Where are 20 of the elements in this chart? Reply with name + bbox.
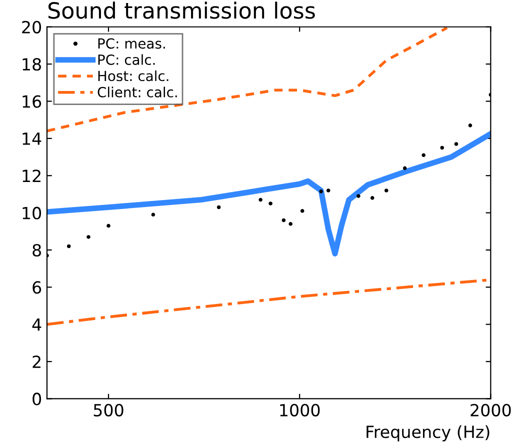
y-tick-label: 14 [22, 132, 42, 145]
y-tick-label: 0 [32, 392, 42, 406]
y-tick-label: 12 [22, 170, 40, 182]
y-tick-label: 10 [22, 206, 42, 220]
y-tick-label: 6 [32, 281, 42, 294]
y-tick-label: 2 [32, 356, 40, 368]
y-tick-label: 18 [22, 58, 41, 71]
y-tick-label: 8 [32, 244, 41, 257]
x-tick-label: 1000 [280, 404, 320, 416]
x-tick-label: 500 [94, 404, 124, 416]
y-tick-label: 4 [32, 318, 42, 331]
chart-title: Sound transmission loss [48, 2, 315, 19]
legend-label: Host: calc. [98, 70, 168, 82]
y-tick-label: 16 [22, 95, 42, 108]
legend-label: Client: calc. [98, 86, 177, 98]
y-tick-label: 20 [22, 20, 42, 34]
legend-label: PC: calc. [98, 54, 155, 65]
x-axis-title: Frequency (Hz) [366, 425, 490, 442]
legend-label: PC: meas. [98, 38, 165, 49]
x-tick-label: 2000 [470, 404, 511, 416]
